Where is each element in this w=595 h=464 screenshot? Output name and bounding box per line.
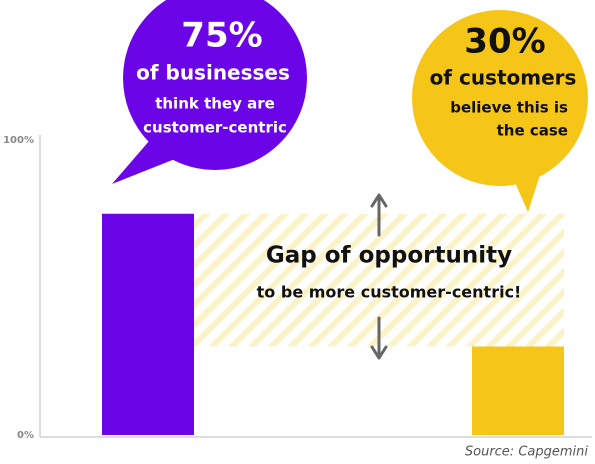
bubble-text: think they are [155,95,275,113]
y-tick-label: 100% [3,135,34,146]
bubble-text: believe this is [450,99,568,117]
bubble-text: the case [497,122,568,140]
bubble [123,0,307,170]
gap-subtitle: to be more customer-centric! [257,283,522,302]
bubble [412,10,588,186]
value-label: 75% [181,16,262,56]
bar [472,346,564,435]
value-label: 30% [464,22,545,62]
bar [102,213,194,435]
gap-arrows [370,193,388,360]
source: Source: Capgemini [465,445,589,460]
y-tick-label: 0% [17,430,34,441]
bubble-text: of businesses [136,61,290,85]
bubble-text: of customers [430,66,577,90]
gap-title: Gap of opportunity [266,243,512,269]
bubble-text: customer-centric [143,119,287,137]
